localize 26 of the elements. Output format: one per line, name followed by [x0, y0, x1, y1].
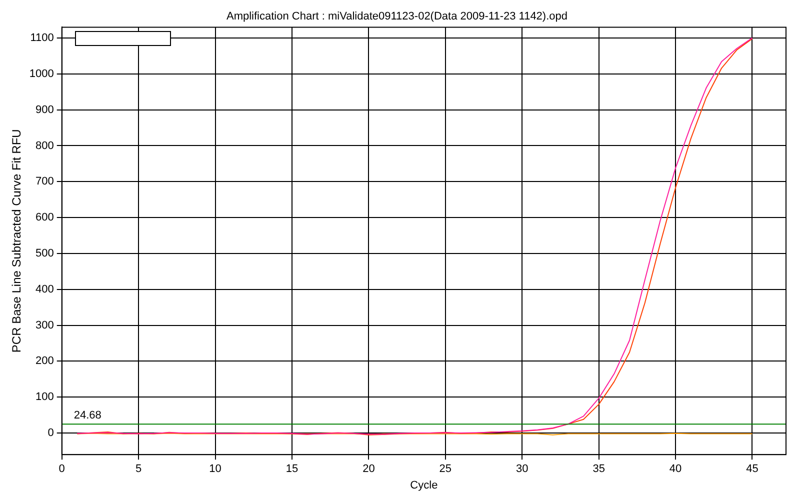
y-axis-title: PCR Base Line Subtracted Curve Fit RFU [10, 129, 24, 353]
y-tick-label: 600 [36, 212, 54, 224]
x-tick-label: 25 [439, 463, 452, 476]
y-tick-label: 500 [36, 248, 54, 260]
x-axis-title: Cycle [410, 479, 438, 492]
y-tick-label: 1100 [30, 32, 54, 44]
y-tick-label: 800 [36, 140, 54, 152]
y-tick-label: 700 [36, 176, 54, 188]
x-tick-label: 0 [58, 463, 65, 476]
x-tick-label: 45 [746, 463, 758, 476]
x-tick-label: 15 [286, 463, 298, 476]
x-tick-label: 10 [209, 463, 222, 476]
y-tick-label: 200 [36, 355, 54, 368]
chart-title: Amplification Chart : miValidate091123-02(Data 2009-11-23 1142).opd [226, 10, 568, 23]
y-tick-label: 900 [36, 104, 54, 116]
ref-line-label: 24.68 [74, 410, 102, 422]
y-tick-label: 1000 [29, 68, 54, 80]
y-tick-label: 0 [48, 427, 54, 440]
y-tick-label: 100 [36, 391, 54, 404]
y-tick-label: 300 [36, 319, 54, 332]
y-tick-label: 400 [36, 283, 54, 296]
x-tick-label: 35 [592, 463, 605, 476]
x-tick-label: 30 [516, 463, 528, 476]
x-tick-label: 5 [136, 463, 142, 476]
x-tick-label: 20 [362, 463, 375, 476]
x-tick-label: 40 [669, 463, 682, 476]
